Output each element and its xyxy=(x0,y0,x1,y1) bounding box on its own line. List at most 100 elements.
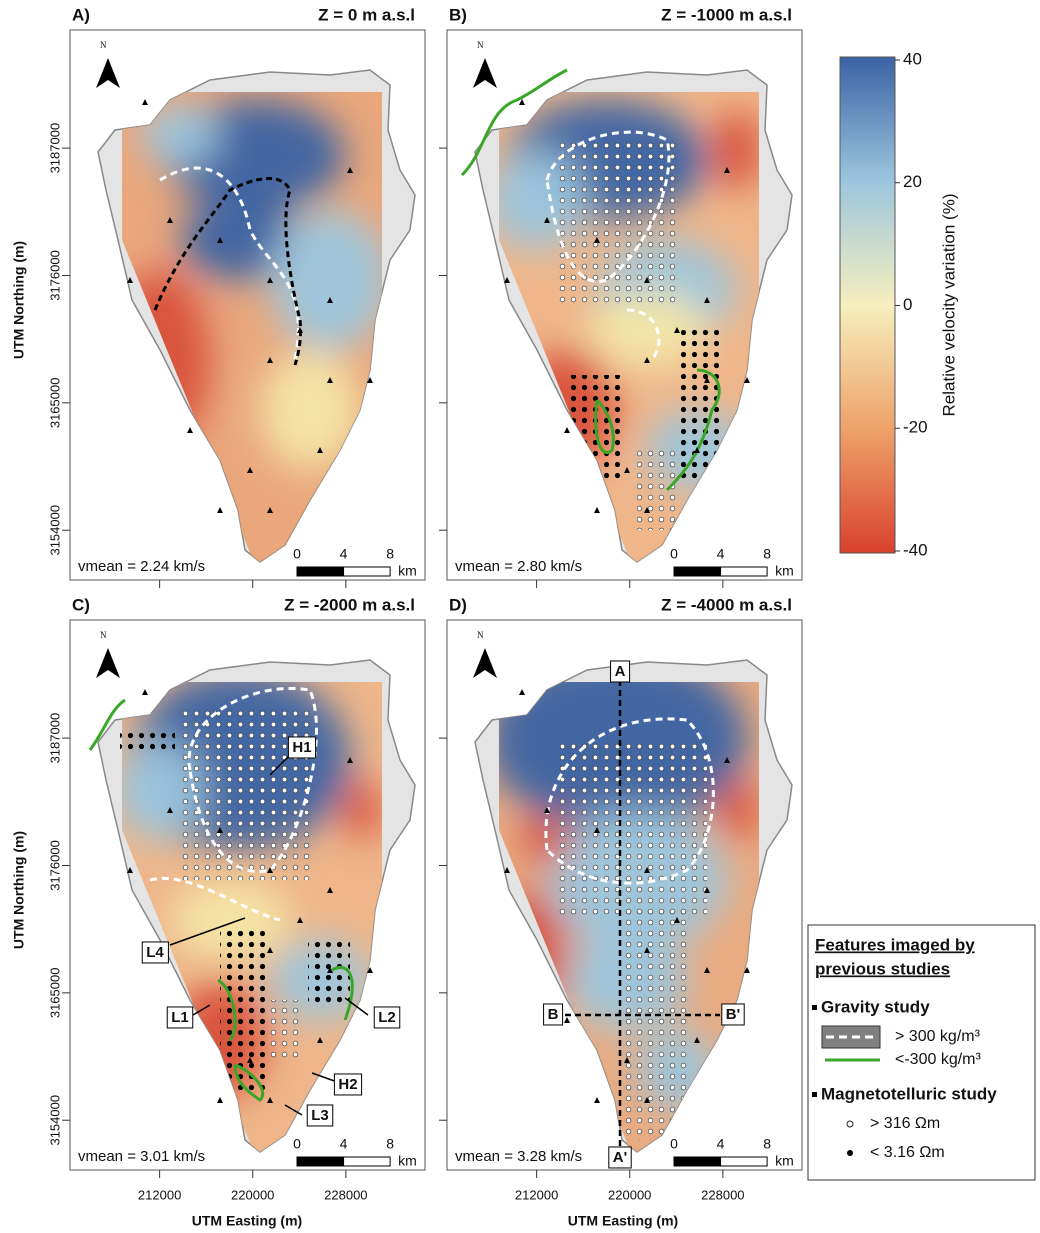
panel-title: Z = -4000 m a.s.l xyxy=(661,595,792,614)
annotation-box xyxy=(166,1006,194,1029)
station xyxy=(504,867,510,873)
annotation-arrow xyxy=(284,1104,303,1116)
annotation-label: L3 xyxy=(311,1107,329,1124)
legend-title: Features imaged by xyxy=(815,935,975,954)
velocity-anomaly xyxy=(180,200,300,280)
gravity-high xyxy=(544,717,715,885)
x-tick-label: 220000 xyxy=(608,1187,651,1202)
station xyxy=(704,967,710,973)
north-label: N xyxy=(477,40,484,50)
station xyxy=(644,867,650,873)
north-arrow xyxy=(96,648,120,678)
annotation-label: L1 xyxy=(171,1009,189,1026)
station xyxy=(644,357,650,363)
y-axis-title: UTM Northing (m) xyxy=(11,831,27,949)
station xyxy=(644,507,650,513)
panel-label: C) xyxy=(72,595,90,614)
gravity-high xyxy=(149,877,281,922)
gravity-low xyxy=(88,698,126,751)
caldera-rim xyxy=(153,176,302,366)
y-axis-title: UTM Northing (m) xyxy=(11,241,27,359)
station xyxy=(347,167,353,173)
station xyxy=(644,1097,650,1103)
station xyxy=(694,1037,700,1043)
y-tick-label: 3154000 xyxy=(47,505,62,556)
legend: Features imaged by previous studies Grav… xyxy=(807,924,1036,1181)
annotation-arrow xyxy=(192,1004,211,1016)
y-tick-label: 3176000 xyxy=(47,250,62,301)
velocity-anomaly xyxy=(587,290,707,370)
station xyxy=(247,467,253,473)
station xyxy=(624,467,630,473)
scale-label: 8 xyxy=(763,546,771,562)
annotation-label: A xyxy=(615,663,626,680)
scale-bar xyxy=(296,566,345,577)
legend-swatch xyxy=(846,1120,854,1128)
colorbar-tick-label: 20 xyxy=(903,172,922,191)
mt-points xyxy=(270,1000,300,1060)
annotation-label: H2 xyxy=(338,1076,357,1093)
station xyxy=(544,217,550,223)
bullet xyxy=(812,1005,817,1010)
velocity-anomaly xyxy=(712,110,759,190)
velocity-anomaly xyxy=(260,350,360,470)
station xyxy=(297,327,303,333)
north-label: N xyxy=(477,630,484,640)
mt-points xyxy=(120,732,175,754)
scale-unit: km xyxy=(398,1153,417,1169)
panel-label: D) xyxy=(449,595,467,614)
north-label: N xyxy=(100,630,107,640)
gravity-high xyxy=(545,130,671,283)
scale-label: 8 xyxy=(386,1136,394,1152)
panel-label: A) xyxy=(72,5,90,24)
scale-label: 0 xyxy=(293,1136,301,1152)
station xyxy=(127,867,133,873)
north-label: N xyxy=(100,40,107,50)
station xyxy=(644,947,650,953)
panel-label: B) xyxy=(449,5,467,24)
scale-bar xyxy=(720,1156,768,1167)
y-tick-label: 3176000 xyxy=(47,840,62,891)
station xyxy=(744,377,750,383)
annotation-box xyxy=(333,1073,363,1096)
mt-points xyxy=(557,140,677,305)
mt-points xyxy=(637,450,677,530)
annotation-box xyxy=(543,1003,564,1026)
velocity-map xyxy=(499,682,759,1152)
station xyxy=(217,507,223,513)
annotation-label: A' xyxy=(613,1149,627,1166)
annotation-box xyxy=(608,1146,632,1169)
scale-label: 4 xyxy=(717,1136,725,1152)
x-tick-label: 228000 xyxy=(701,1187,744,1202)
station xyxy=(594,1097,600,1103)
annotation-box xyxy=(287,736,317,759)
station xyxy=(724,757,730,763)
station xyxy=(624,1057,630,1063)
scale-bar xyxy=(343,566,391,577)
bullet xyxy=(812,1092,817,1097)
north-arrow xyxy=(96,58,120,88)
legend-title: previous studies xyxy=(815,959,950,978)
station xyxy=(127,277,133,283)
mt-points xyxy=(220,930,265,1090)
mt-points xyxy=(180,710,310,880)
x-tick-label: 220000 xyxy=(231,1187,274,1202)
annotation-box xyxy=(306,1104,334,1127)
scale-bar xyxy=(720,566,768,577)
gravity-low xyxy=(460,68,568,177)
gravity-high xyxy=(626,308,661,361)
station xyxy=(704,297,710,303)
velocity-anomaly xyxy=(270,210,382,350)
vmean: vmean = 2.24 km/s xyxy=(78,558,205,575)
scale-label: 0 xyxy=(670,1136,678,1152)
station xyxy=(367,377,373,383)
annotation-label: B xyxy=(548,1006,559,1023)
station xyxy=(704,377,710,383)
station xyxy=(142,99,148,105)
station xyxy=(267,867,273,873)
station xyxy=(297,917,303,923)
annotation-box xyxy=(373,1006,401,1029)
x-tick-label: 212000 xyxy=(515,1187,558,1202)
north-arrow xyxy=(473,58,497,88)
